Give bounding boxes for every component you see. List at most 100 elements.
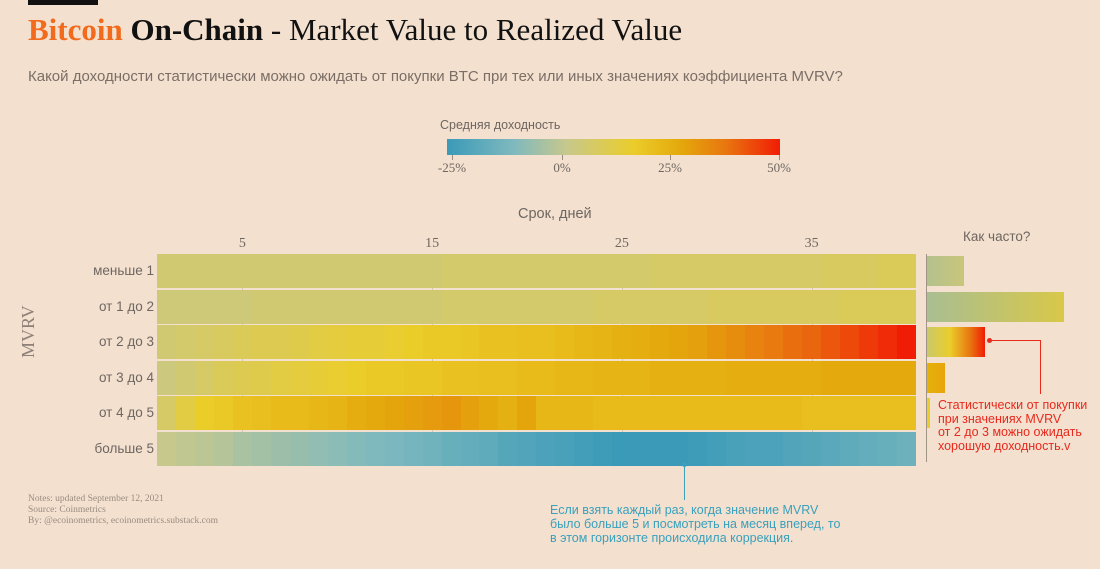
heatmap-cell xyxy=(213,325,233,359)
heatmap-cell xyxy=(232,325,252,359)
note-author: By: @ecoinometrics, ecoinometrics.substa… xyxy=(28,516,218,526)
heatmap-cell xyxy=(669,254,689,288)
heatmap-cell xyxy=(839,431,859,466)
heatmap-cell xyxy=(403,254,423,288)
heatmap-cell xyxy=(517,325,537,359)
heatmap-cell xyxy=(346,360,366,395)
x-axis-tick-label: 25 xyxy=(614,236,629,251)
heatmap-cell xyxy=(726,325,746,359)
heatmap-cell xyxy=(820,254,840,288)
heatmap-cell xyxy=(536,325,556,359)
heatmap-cell xyxy=(251,431,271,466)
heatmap-cell xyxy=(820,289,840,324)
heatmap-cell xyxy=(839,325,859,359)
heatmap-cell xyxy=(194,254,214,288)
title-rest: - Market Value to Realized Value xyxy=(270,12,683,47)
heatmap-cell xyxy=(308,254,328,288)
heatmap-cell xyxy=(157,431,176,466)
heatmap-cell xyxy=(745,431,764,466)
heatmap-cell xyxy=(782,360,802,395)
heatmap-cell xyxy=(479,396,499,430)
heatmap-cell xyxy=(612,254,632,288)
heatmap-cell xyxy=(175,325,195,359)
heatmap-cell xyxy=(157,360,176,395)
legend-tick-label: 50% xyxy=(767,160,791,175)
heatmap-cell xyxy=(251,360,271,395)
heatmap-cell xyxy=(289,360,309,395)
heatmap-cell xyxy=(782,396,802,430)
note-source: Source: Coinmetrics xyxy=(28,505,106,515)
heatmap-cell xyxy=(308,396,328,430)
heatmap-cell xyxy=(707,396,727,430)
heatmap-cell xyxy=(327,325,347,359)
heatmap-cell xyxy=(270,254,290,288)
heatmap-cell xyxy=(688,289,708,324)
red-annotation-line-4: хорошую доходность.v xyxy=(938,438,1071,453)
heatmap-cell xyxy=(650,396,670,430)
heatmap-cell xyxy=(157,289,176,324)
heatmap-cell xyxy=(213,289,233,324)
heatmap-cell xyxy=(555,289,575,324)
heatmap-cell xyxy=(308,325,328,359)
heatmap-cell xyxy=(631,289,651,324)
heatmap-cell xyxy=(707,360,727,395)
x-axis-title: Срок, дней xyxy=(518,206,592,222)
heatmap-cell xyxy=(498,360,518,395)
heatmap-cell xyxy=(536,396,556,430)
heatmap-cell xyxy=(726,254,746,288)
top-accent-bar xyxy=(28,0,98,5)
heatmap-cell xyxy=(270,396,290,430)
heatmap-cell xyxy=(251,325,271,359)
heatmap-cell xyxy=(839,254,859,288)
heatmap-cell xyxy=(403,396,423,430)
heatmap-cell xyxy=(536,254,556,288)
heatmap-cell xyxy=(858,360,878,395)
heatmap-cell xyxy=(536,360,556,395)
heatmap-cell xyxy=(460,254,480,288)
heatmap-cell xyxy=(593,254,613,288)
heatmap-row xyxy=(157,325,916,359)
heatmap-cell xyxy=(498,431,518,466)
heatmap-cell xyxy=(422,325,442,359)
heatmap-cell xyxy=(251,254,271,288)
page-title: Bitcoin On-Chain - Market Value to Reali… xyxy=(28,12,682,48)
heatmap-cell xyxy=(422,289,442,324)
blue-annotation-line-3: в этом горизонте происходила коррекция. xyxy=(550,531,794,545)
heatmap-cell xyxy=(631,396,651,430)
heatmap-cell xyxy=(726,396,746,430)
heatmap-cell xyxy=(194,289,214,324)
heatmap-cell xyxy=(574,289,594,324)
heatmap-cell xyxy=(764,325,783,359)
heatmap-cell xyxy=(517,431,537,466)
heatmap-cell xyxy=(441,254,461,288)
heatmap-cell xyxy=(707,289,727,324)
heatmap-cell xyxy=(517,254,537,288)
heatmap-cell xyxy=(194,325,214,359)
heatmap-cell xyxy=(422,254,442,288)
heatmap-cell xyxy=(896,254,916,288)
heatmap-cell xyxy=(232,396,252,430)
legend-tick-mark xyxy=(670,155,671,160)
heatmap-cell xyxy=(877,289,897,324)
frequency-axis xyxy=(926,254,927,462)
heatmap-cell xyxy=(764,431,783,466)
red-annotation-line-2: при значениях MVRV xyxy=(938,411,1062,426)
heatmap-cell xyxy=(612,360,632,395)
heatmap-cell xyxy=(877,254,897,288)
heatmap-cell xyxy=(555,396,575,430)
red-annotation: Статистически от покупки при значениях M… xyxy=(938,398,1087,453)
heatmap-cell xyxy=(327,360,347,395)
y-axis-label: от 3 до 4 xyxy=(98,369,154,385)
heatmap-cell xyxy=(820,396,840,430)
heatmap-cell xyxy=(365,325,385,359)
heatmap-cell xyxy=(896,360,916,395)
heatmap-cell xyxy=(365,254,385,288)
heatmap-cell xyxy=(498,289,518,324)
heatmap-cell xyxy=(574,431,594,466)
heatmap-cell xyxy=(517,289,537,324)
heatmap-cell xyxy=(612,396,632,430)
heatmap-cell xyxy=(726,360,746,395)
frequency-bar xyxy=(927,256,964,286)
heatmap-cell xyxy=(669,289,689,324)
heatmap-cell xyxy=(251,396,271,430)
